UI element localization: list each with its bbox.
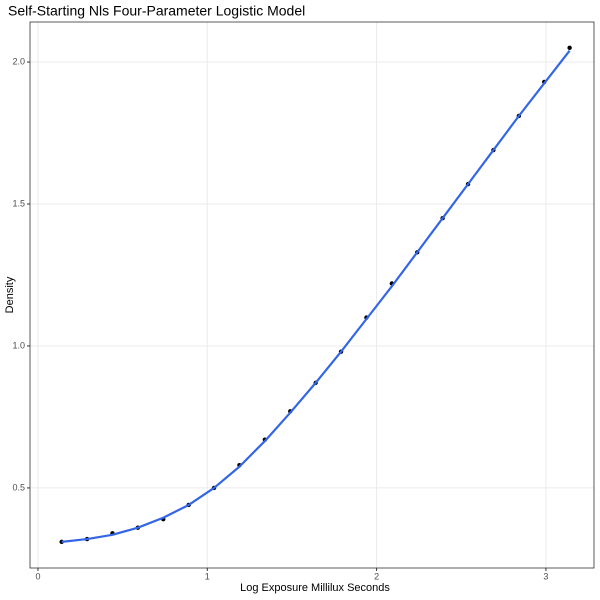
y-tick-label: 2.0 [12,56,25,66]
y-tick-label: 1.5 [12,198,25,208]
data-point [567,45,572,51]
fit-line [61,50,571,543]
y-tick-label: 0.5 [12,482,25,492]
x-tick-label: 2 [374,571,379,581]
x-tick-label: 0 [35,571,40,581]
x-tick-label: 1 [205,571,210,581]
y-axis-label: Density [4,276,16,313]
x-tick-label: 3 [543,571,548,581]
y-tick-label: 1.0 [12,340,25,350]
x-axis-label: Log Exposure Millilux Seconds [240,582,390,594]
plot-border [29,21,595,569]
chart-title: Self-Starting Nls Four-Parameter Logisti… [8,3,305,19]
